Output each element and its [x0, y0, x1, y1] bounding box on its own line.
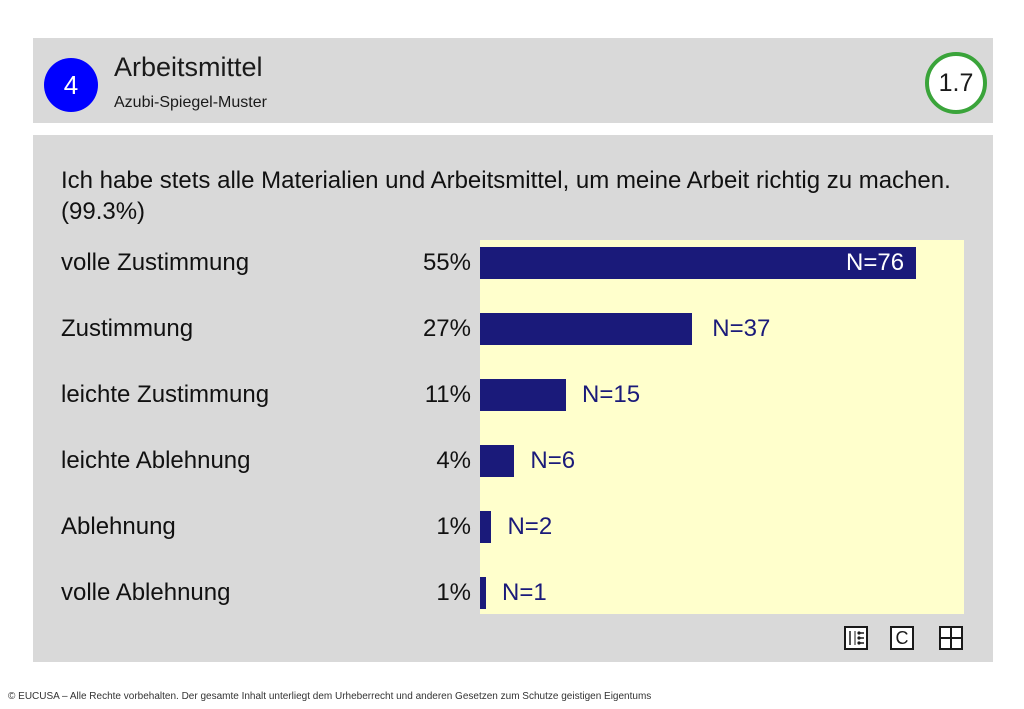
value-label: N=37: [712, 315, 771, 342]
bar: [480, 247, 916, 279]
bar: [480, 379, 567, 411]
question-text: Ich habe stets alle Materialien und Arbe…: [61, 167, 951, 225]
category-label: leichte Zustimmung: [61, 381, 270, 408]
header-bar: 4 Arbeitsmittel Azubi-Spiegel-Muster 1.7: [33, 38, 993, 123]
category-label: Zustimmung: [61, 315, 194, 342]
bar: [480, 445, 515, 477]
value-label: N=1: [502, 579, 547, 606]
chart-panel: Ich habe stets alle Materialien und Arbe…: [33, 135, 993, 662]
bar: [480, 511, 492, 543]
chart-list-icon[interactable]: [844, 626, 868, 650]
copyright-footer: © EUCUSA – Alle Rechte vorbehalten. Der …: [8, 691, 652, 702]
value-label: N=15: [582, 381, 641, 408]
page-title: Arbeitsmittel: [114, 52, 263, 82]
category-label: volle Ablehnung: [61, 579, 231, 606]
category-label: leichte Ablehnung: [61, 447, 251, 474]
plot-area: [480, 240, 964, 614]
value-label: N=6: [530, 447, 576, 474]
percent-label: 11%: [424, 381, 471, 408]
percent-label: 4%: [436, 447, 471, 474]
percent-label: 1%: [436, 513, 471, 540]
bar: [480, 577, 486, 609]
grid-icon[interactable]: [939, 626, 963, 650]
category-label: Ablehnung: [61, 513, 176, 540]
percent-label: 55%: [422, 249, 471, 276]
copyright-c-icon[interactable]: C: [890, 626, 914, 650]
category-label: volle Zustimmung: [61, 249, 250, 276]
bar: [480, 313, 693, 345]
percent-label: 1%: [436, 579, 471, 606]
page-number-badge: 1.7: [925, 52, 987, 114]
value-label: N=2: [507, 513, 553, 540]
page-subtitle: Azubi-Spiegel-Muster: [114, 94, 267, 111]
section-badge: 4: [44, 58, 98, 112]
value-label: N=76: [846, 249, 905, 276]
percent-label: 27%: [422, 315, 471, 342]
